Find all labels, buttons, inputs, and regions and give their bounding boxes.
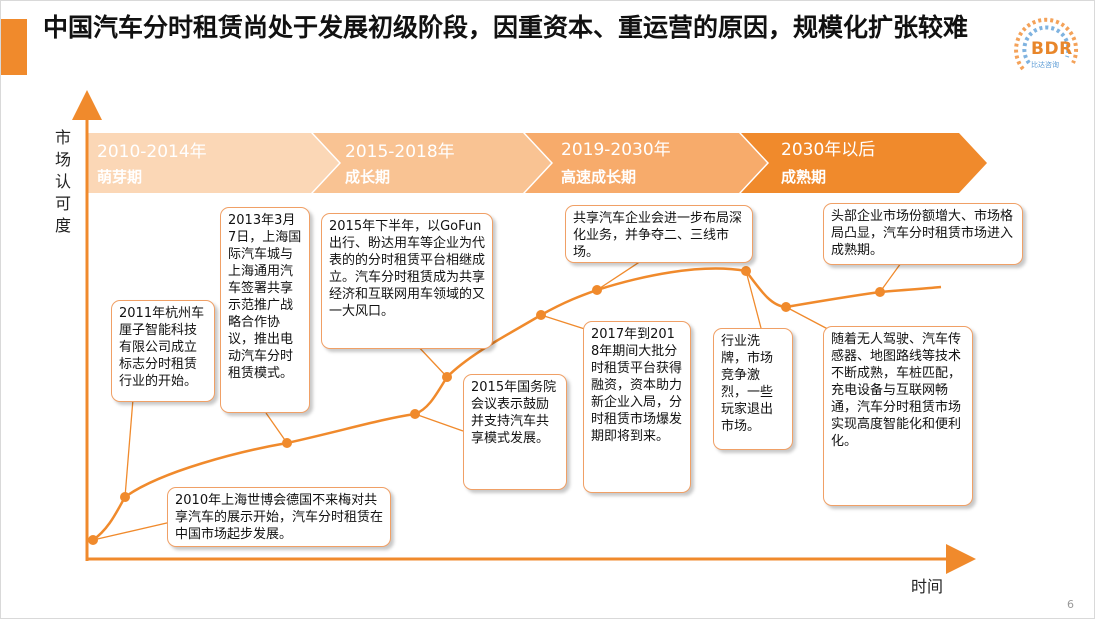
event-callout-4: 2015年下半年，以GoFun出行、盼达用车等企业为代表的的分时租赁平台相继成立…: [321, 213, 493, 349]
page-title: 中国汽车分时租赁尚处于发展初级阶段，因重资本、重运营的原因，规模化扩张较难: [43, 13, 969, 42]
event-callout-9: 头部企业市场份额增大、市场格局凸显，汽车分时租赁市场进入成熟期。: [823, 203, 1023, 265]
event-callout-1: 2010年上海世博会德国不来梅对共享汽车的展示开始，汽车分时租赁在中国市场起步发…: [167, 487, 391, 547]
y-axis-label: 市场认可度: [54, 128, 71, 235]
event-callout-6: 共享汽车企业会进一步布局深化业务，并争夺二、三线市场。: [565, 205, 753, 263]
event-point-4: [442, 372, 452, 382]
page-number: 6: [1067, 598, 1074, 611]
logo-text: BDR: [1031, 39, 1073, 59]
event-callout-2: 2011年杭州车厘子智能科技有限公司成立标志分时租赁行业的开始。: [111, 300, 215, 402]
phase-arrow-3: [525, 133, 767, 193]
event-callout-7: 2017年到2018年期间大批分时租赁平台获得融资，资本助力新企业入局，分时租赁…: [583, 321, 691, 493]
phase-3-years: 2019-2030年: [561, 140, 671, 160]
event-point-9: [875, 287, 885, 297]
x-axis-label: 时间: [911, 577, 944, 596]
event-callout-10: 随着无人驾驶、汽车传感器、地图路线等技术不断成熟，车桩匹配，充电设备与互联网畅通…: [823, 326, 973, 506]
logo-subtext: 比达咨询: [1031, 61, 1059, 69]
phase-1-name: 萌芽期: [97, 168, 143, 186]
phase-arrow-1: [87, 133, 339, 193]
event-point-7: [536, 310, 546, 320]
title-accent-bar: [1, 19, 27, 75]
event-callout-5: 2015年国务院会议表示鼓励并支持汽车共享模式发展。: [463, 374, 567, 490]
connector-event-7: [540, 314, 592, 332]
bdr-logo-icon: [1014, 17, 1079, 71]
event-point-1: [88, 535, 98, 545]
phase-4-name: 成熟期: [781, 168, 827, 186]
event-point-5: [410, 409, 420, 419]
event-point-10: [781, 302, 791, 312]
connector-event-3: [265, 412, 288, 444]
connector-event-5: [414, 413, 464, 432]
event-point-2: [120, 492, 130, 502]
event-point-3: [282, 438, 292, 448]
phase-2-years: 2015-2018年: [345, 142, 455, 162]
phase-2-name: 成长期: [345, 168, 391, 186]
connector-event-6: [596, 260, 642, 291]
phase-arrow-2: [313, 133, 551, 193]
event-callout-8: 行业洗牌，市场竞争激烈，一些玩家退出市场。: [713, 328, 793, 450]
connector-event-9: [879, 262, 902, 293]
phase-1-years: 2010-2014年: [97, 142, 207, 162]
connector-event-8: [745, 270, 762, 329]
phase-4-years: 2030年以后: [781, 140, 876, 160]
development-curve: [92, 267, 942, 542]
phase-arrow-4: [741, 133, 987, 193]
event-callout-3: 2013年3月7日，上海国际汽车城与上海通用汽车签署共享示范推广战略合作协议，推…: [220, 207, 310, 413]
event-point-8: [741, 266, 751, 276]
phase-3-name: 高速成长期: [561, 168, 637, 186]
event-point-6: [592, 285, 602, 295]
connector-event-2: [124, 398, 134, 498]
